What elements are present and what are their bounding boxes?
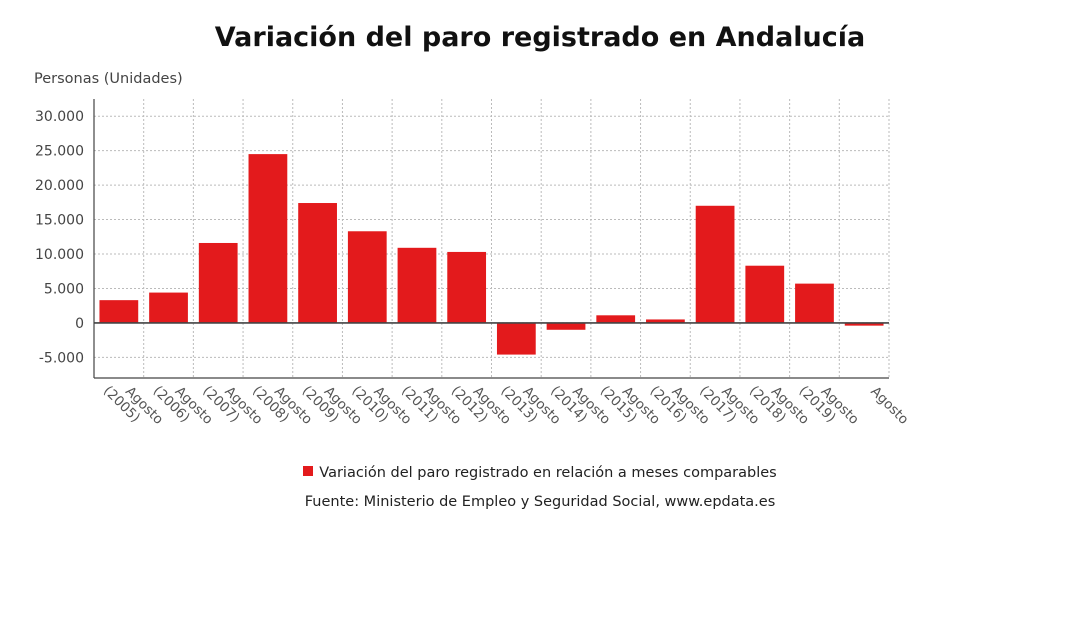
y-tick-label: 30.000 [35, 109, 84, 125]
x-tick-label: Agosto [867, 384, 911, 428]
y-axis-label: Personas (Unidades) [34, 71, 183, 87]
x-tick-label: Agosto(2005) [100, 383, 166, 428]
bar [99, 300, 139, 323]
bar [646, 319, 685, 323]
x-tick-label: Agosto(2007) [199, 383, 265, 428]
bar [248, 154, 288, 323]
bar [198, 242, 238, 323]
source-note: Fuente: Ministerio de Empleo y Seguridad… [304, 494, 776, 510]
x-tick-label: Agosto(2019) [796, 383, 862, 428]
x-tick-label-line: Agosto [867, 384, 911, 428]
x-tick-label: Agosto(2014) [547, 383, 613, 428]
bar [695, 205, 735, 323]
legend-label: Variación del paro registrado en relació… [319, 465, 777, 481]
bar [149, 292, 188, 323]
x-tick-label: Agosto(2015) [597, 383, 663, 428]
bar [298, 203, 337, 323]
x-tick-label: Agosto(2012) [448, 383, 514, 428]
bar [546, 322, 586, 330]
y-tick-label: 10.000 [35, 247, 84, 263]
legend: Variación del paro registrado en relació… [0, 465, 1080, 481]
chart-title: Variación del paro registrado en Andaluc… [214, 22, 866, 53]
x-tick-label: Agosto(2017) [696, 383, 762, 428]
y-tick-label: 15.000 [35, 213, 84, 229]
x-tick-label: Agosto(2009) [299, 383, 365, 428]
x-tick-label: Agosto(2008) [249, 383, 315, 428]
y-tick-label: 20.000 [35, 178, 84, 194]
y-tick-label: 5.000 [44, 281, 84, 297]
bar [496, 322, 536, 355]
x-tick-label: Agosto(2013) [498, 383, 564, 428]
y-tick-label: 25.000 [35, 144, 84, 160]
bar [347, 231, 387, 323]
y-tick-label: 0 [75, 316, 84, 332]
x-tick-label: Agosto(2016) [647, 383, 713, 428]
bar [447, 251, 487, 323]
legend-swatch [303, 466, 314, 476]
x-tick-label: Agosto(2010) [349, 383, 415, 428]
x-tick-label: Agosto(2018) [746, 383, 812, 428]
x-tick-label: Agosto(2006) [150, 383, 216, 428]
x-tick-label: Agosto(2011) [398, 383, 464, 428]
bar [795, 283, 834, 323]
bar [844, 322, 884, 326]
bar [596, 315, 636, 323]
bar [745, 265, 785, 323]
y-tick-label: -5.000 [39, 350, 84, 366]
bar-chart: 30.000 25.000 20.000 15.000 10.000 5.000 0 -5.0… [35, 99, 912, 428]
bar [397, 247, 437, 323]
